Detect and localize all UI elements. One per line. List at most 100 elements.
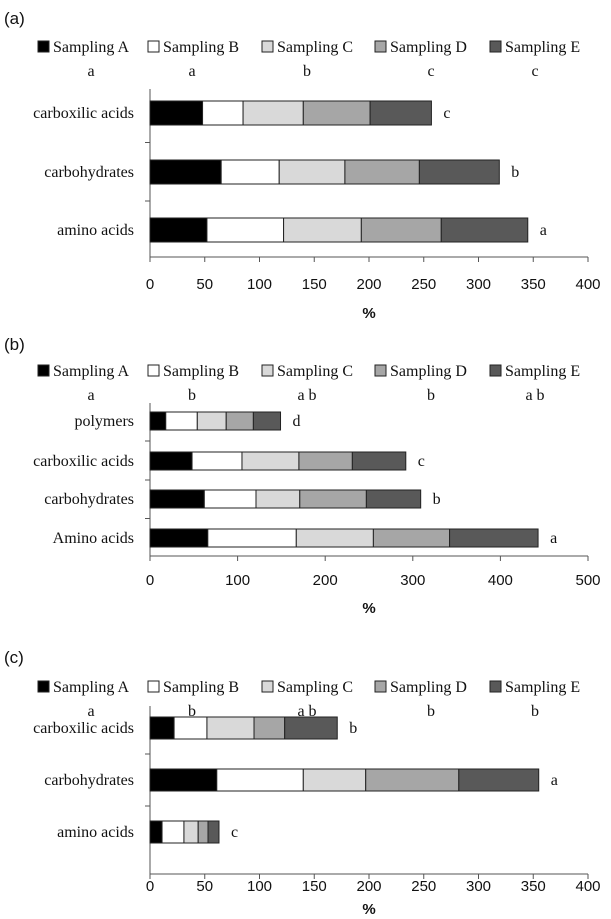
sampling-significance-letter: a [87,63,94,80]
legend-label: Sampling D [390,679,467,696]
y-category-label: amino acids [57,824,134,841]
sampling-significance-letter: b [427,387,435,404]
bar-segment-sampling-b [206,217,285,243]
bar-segment-sampling-b [191,451,243,471]
bar-segment-sampling-e [207,820,220,844]
sampling-significance-letter: a b [297,703,316,720]
bar-segment-sampling-a [149,489,205,509]
legend-swatch [147,680,160,693]
bar-significance-letter: c [418,453,425,470]
x-tick-label: 150 [302,276,327,293]
x-tick-label: 150 [302,878,327,895]
x-tick-label: 250 [411,276,436,293]
legend-label: Sampling A [53,363,129,380]
bar-segment-sampling-a [149,100,204,126]
legend-label: Sampling C [277,39,353,56]
legend-label: Sampling A [53,679,129,696]
bar-segment-sampling-a [149,217,208,243]
sampling-significance-letter: b [531,703,539,720]
y-category-label: carbohydrates [44,164,134,181]
legend-swatch [374,364,387,377]
x-tick-label: 200 [356,276,381,293]
x-tick-label: 50 [196,276,213,293]
legend-swatch [261,364,274,377]
x-axis-title: % [362,600,375,617]
bar-significance-letter: a [550,530,557,547]
y-category-label: amino acids [57,222,134,239]
legend-swatch [261,40,274,53]
legend-label: Sampling C [277,363,353,380]
sampling-significance-letter: a [87,387,94,404]
legend-label: Sampling C [277,679,353,696]
bar-segment-sampling-c [242,100,304,126]
x-tick-label: 400 [488,572,513,589]
bar-segment-sampling-b [203,489,257,509]
x-axis-title: % [362,901,375,918]
x-tick-label: 350 [521,878,546,895]
sampling-significance-letter: a b [525,387,544,404]
bar-segment-sampling-c [196,411,227,431]
bar-segment-sampling-b [216,768,304,792]
x-tick-label: 300 [466,276,491,293]
bar-segment-sampling-d [372,528,451,548]
y-category-label: polymers [74,413,134,430]
sampling-significance-letter: a b [297,387,316,404]
x-tick-label: 200 [356,878,381,895]
y-category-label: carbohydrates [44,491,134,508]
sampling-significance-letter: a [188,63,195,80]
x-tick-label: 200 [313,572,338,589]
bar-segment-sampling-e [418,159,500,185]
legend-swatch [37,364,50,377]
legend-swatch [147,40,160,53]
legend-swatch [489,680,502,693]
bar-significance-letter: d [293,413,301,430]
legend-label: Sampling D [390,363,467,380]
x-tick-label: 250 [411,878,436,895]
bar-segment-sampling-e [440,217,529,243]
bar-segment-sampling-d [197,820,209,844]
panel-label: (b) [4,335,25,354]
bar-segment-sampling-c [278,159,346,185]
bar-segment-sampling-d [344,159,420,185]
bar-significance-letter: a [540,222,547,239]
x-tick-label: 500 [575,572,600,589]
bar-significance-letter: a [551,772,558,789]
x-tick-label: 100 [247,878,272,895]
legend-label: Sampling A [53,39,129,56]
chart-panel-b: (b) Sampling A a Sampling B b Sampling C a b Sa… [4,335,601,617]
legend-label: Sampling B [163,679,239,696]
bar-segment-sampling-e [365,489,422,509]
bar-segment-sampling-c [255,489,301,509]
bar-segment-sampling-e [284,716,338,740]
bar-segment-sampling-d [365,768,460,792]
x-tick-label: 400 [575,276,600,293]
legend-swatch [147,364,160,377]
chart-panel-a: (a) Sampling A a Sampling B a Sampling C b Samp… [4,9,601,322]
chart-panel-c: (c) Sampling A a Sampling B b Sampling C a b Sa… [4,648,601,918]
legend-label: Sampling E [505,363,580,380]
bar-significance-letter: b [349,720,357,737]
bar-significance-letter: b [433,491,441,508]
bar-segment-sampling-c [206,716,255,740]
legend-swatch [489,40,502,53]
x-tick-label: 0 [146,572,154,589]
bar-segment-sampling-d [302,100,371,126]
x-tick-label: 50 [196,878,213,895]
bar-segment-sampling-a [149,451,193,471]
y-category-label: carboxilic acids [33,453,134,470]
bar-segment-sampling-d [253,716,286,740]
x-tick-label: 0 [146,878,154,895]
bar-segment-sampling-b [161,820,185,844]
sampling-significance-letter: a [87,703,94,720]
bar-significance-letter: c [443,105,450,122]
sampling-significance-letter: b [188,387,196,404]
x-tick-label: 300 [466,878,491,895]
panel-label: (a) [4,9,25,28]
bar-segment-sampling-a [149,716,175,740]
bar-segment-sampling-a [149,820,163,844]
sampling-significance-letter: c [531,63,538,80]
bar-segment-sampling-e [458,768,540,792]
bar-segment-sampling-d [225,411,254,431]
legend-label: Sampling B [163,363,239,380]
bar-segment-sampling-d [299,489,367,509]
